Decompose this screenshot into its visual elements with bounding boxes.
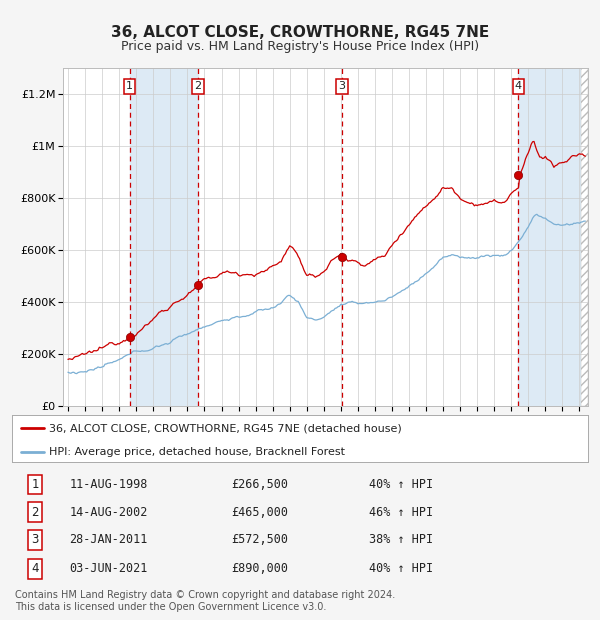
Text: 3: 3: [338, 81, 346, 91]
Text: 36, ALCOT CLOSE, CROWTHORNE, RG45 7NE: 36, ALCOT CLOSE, CROWTHORNE, RG45 7NE: [111, 25, 489, 40]
Text: £890,000: £890,000: [231, 562, 288, 575]
Text: 14-AUG-2002: 14-AUG-2002: [70, 506, 148, 519]
Text: 1: 1: [31, 478, 39, 491]
Bar: [581, 68, 588, 406]
Text: 4: 4: [31, 562, 39, 575]
Text: 11-AUG-1998: 11-AUG-1998: [70, 478, 148, 491]
Text: 4: 4: [515, 81, 522, 91]
Text: 2: 2: [194, 81, 202, 91]
Text: £266,500: £266,500: [231, 478, 288, 491]
Bar: [130, 68, 198, 406]
Text: 40% ↑ HPI: 40% ↑ HPI: [369, 478, 433, 491]
Text: 46% ↑ HPI: 46% ↑ HPI: [369, 506, 433, 519]
Text: 28-JAN-2011: 28-JAN-2011: [70, 533, 148, 546]
Text: 2: 2: [31, 506, 39, 519]
Text: HPI: Average price, detached house, Bracknell Forest: HPI: Average price, detached house, Brac…: [49, 446, 346, 457]
Text: 36, ALCOT CLOSE, CROWTHORNE, RG45 7NE (detached house): 36, ALCOT CLOSE, CROWTHORNE, RG45 7NE (d…: [49, 423, 402, 433]
Text: 38% ↑ HPI: 38% ↑ HPI: [369, 533, 433, 546]
Text: Price paid vs. HM Land Registry's House Price Index (HPI): Price paid vs. HM Land Registry's House …: [121, 40, 479, 53]
Bar: [518, 68, 588, 406]
Text: £572,500: £572,500: [231, 533, 288, 546]
Text: 03-JUN-2021: 03-JUN-2021: [70, 562, 148, 575]
Text: 1: 1: [126, 81, 133, 91]
Text: 3: 3: [31, 533, 39, 546]
Text: Contains HM Land Registry data © Crown copyright and database right 2024.
This d: Contains HM Land Registry data © Crown c…: [15, 590, 395, 612]
Text: 40% ↑ HPI: 40% ↑ HPI: [369, 562, 433, 575]
Text: £465,000: £465,000: [231, 506, 288, 519]
